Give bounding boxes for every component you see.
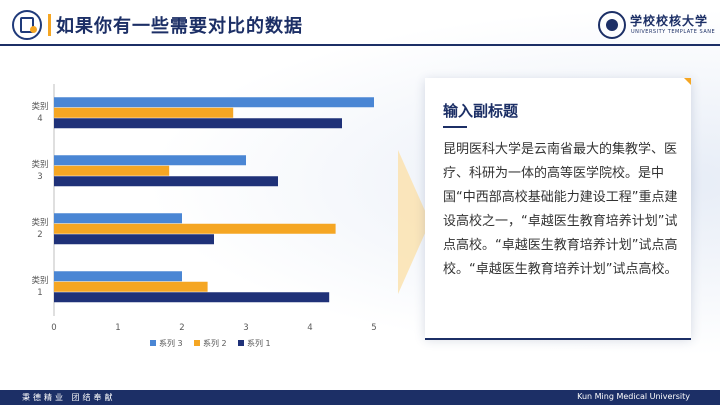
footer-university-english: Kun Ming Medical University bbox=[577, 392, 690, 401]
legend-swatch bbox=[238, 340, 244, 346]
bar-2-3 bbox=[54, 234, 214, 245]
x-tick-label: 4 bbox=[307, 323, 312, 333]
category-label: 1 bbox=[37, 288, 42, 298]
bar-4-2 bbox=[54, 107, 234, 118]
header-divider bbox=[0, 44, 720, 46]
bar-1-3 bbox=[54, 292, 330, 303]
title-separator bbox=[48, 14, 51, 36]
chart-canvas: 类别 1 类别 2 类别 3 类别 4 0 1 2 3 4 5 系列 3 系列 2 系列 1 bbox=[31, 84, 377, 348]
card-subtitle: 输入副标题 bbox=[443, 102, 519, 120]
category-label: 类别 bbox=[31, 217, 48, 228]
footer-bar: 秉德精业 团结奉献 Kun Ming Medical University bbox=[0, 390, 720, 405]
bar-1-2 bbox=[54, 281, 208, 292]
x-tick-label: 0 bbox=[51, 323, 56, 333]
bar-2-1 bbox=[54, 213, 182, 224]
category-label: 4 bbox=[37, 114, 42, 124]
category-label: 2 bbox=[37, 230, 42, 240]
x-tick-label: 5 bbox=[371, 323, 376, 333]
card-body-text: 昆明医科大学是云南省最大的集教学、医疗、科研为一体的高等医学院校。是中国“中西部… bbox=[443, 142, 678, 277]
bar-3-2 bbox=[54, 165, 170, 176]
card-title-underline bbox=[443, 126, 467, 128]
x-tick-label: 2 bbox=[179, 323, 184, 333]
legend-swatch bbox=[194, 340, 200, 346]
university-seal-icon bbox=[598, 11, 626, 39]
x-tick-label: 1 bbox=[115, 323, 120, 333]
bar-3-3 bbox=[54, 176, 278, 187]
template-logo-icon bbox=[12, 10, 42, 40]
category-label: 类别 bbox=[31, 275, 48, 286]
card-bottom-rule bbox=[425, 338, 691, 340]
legend-swatch bbox=[150, 340, 156, 346]
bar-chart: 类别 1 类别 2 类别 3 类别 4 0 1 2 3 4 5 系列 3 系列 2 系列 1 bbox=[22, 80, 402, 360]
card-corner-accent bbox=[684, 78, 691, 85]
category-label: 类别 bbox=[31, 101, 48, 112]
legend-label: 系列 1 bbox=[247, 338, 271, 348]
bar-4-3 bbox=[54, 118, 342, 129]
university-subtitle: UNIVERSITY TEMPLATE SANE bbox=[631, 29, 716, 35]
footer-motto: 秉德精业 团结奉献 bbox=[22, 393, 116, 402]
bar-3-1 bbox=[54, 155, 246, 166]
chevron-arrow-icon bbox=[398, 150, 430, 294]
header: 如果你有一些需要对比的数据 学校校核大学 UNIVERSITY TEMPLATE… bbox=[0, 0, 720, 46]
page-title: 如果你有一些需要对比的数据 bbox=[56, 16, 303, 37]
category-label: 类别 bbox=[31, 159, 48, 170]
bar-4-1 bbox=[54, 97, 374, 108]
bar-2-2 bbox=[54, 223, 336, 234]
text-card: 输入副标题 昆明医科大学是云南省最大的集教学、医疗、科研为一体的高等医学院校。是… bbox=[425, 78, 691, 340]
category-label: 3 bbox=[37, 172, 42, 182]
legend-label: 系列 2 bbox=[203, 338, 227, 348]
university-name: 学校校核大学 bbox=[630, 14, 709, 28]
bar-1-1 bbox=[54, 271, 182, 282]
x-tick-label: 3 bbox=[243, 323, 248, 333]
legend-label: 系列 3 bbox=[159, 338, 183, 348]
